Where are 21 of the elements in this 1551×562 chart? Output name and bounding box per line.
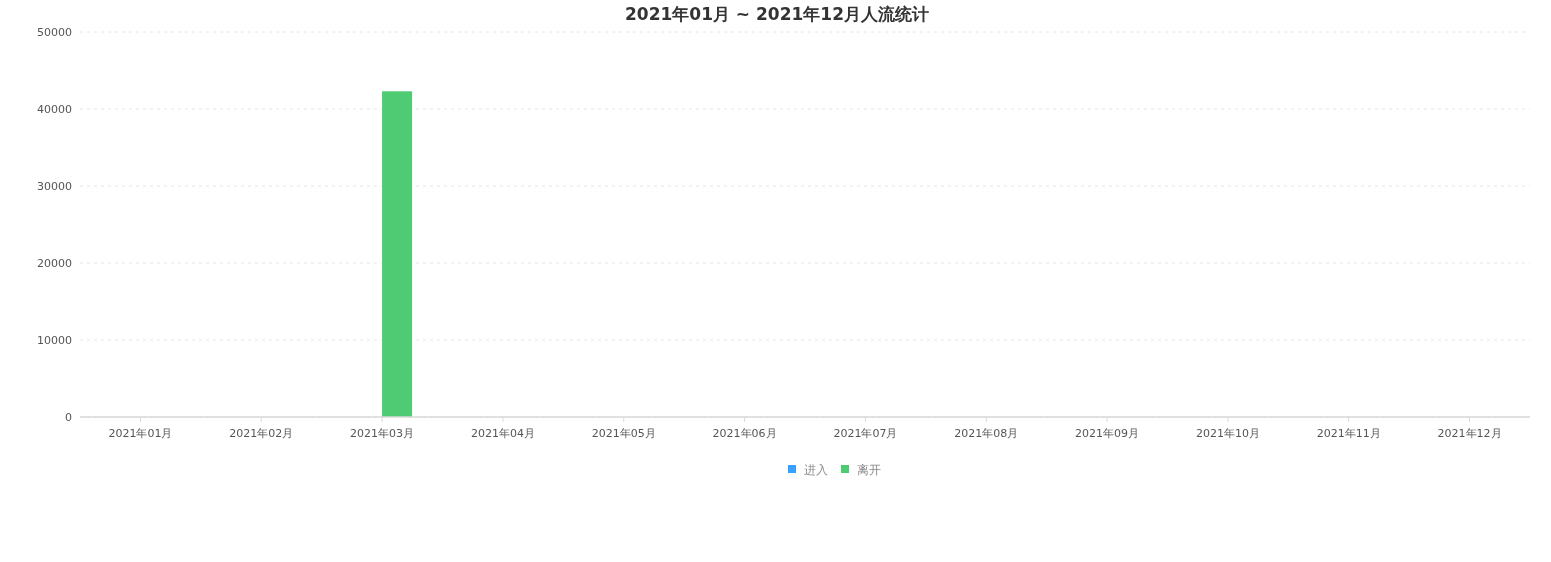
x-tick-label: 2021年12月 — [1437, 427, 1502, 440]
y-tick-label: 20000 — [37, 256, 72, 270]
legend-label: 离开 — [857, 463, 881, 478]
x-tick-label: 2021年06月 — [712, 427, 777, 440]
x-tick-label: 2021年01月 — [108, 427, 173, 440]
y-tick-label: 50000 — [37, 25, 72, 39]
x-tick-label: 2021年04月 — [470, 427, 535, 440]
x-tick-label: 2021年02月 — [229, 427, 294, 440]
x-tick-label: 2021年08月 — [954, 427, 1019, 440]
x-tick-label: 2021年07月 — [833, 427, 898, 440]
y-tick-label: 0 — [65, 410, 72, 424]
y-tick-label: 40000 — [37, 102, 72, 116]
x-tick-label: 2021年03月 — [350, 427, 415, 440]
x-tick-label: 2021年09月 — [1075, 427, 1140, 440]
legend-label: 进入 — [804, 463, 828, 478]
x-tick-label: 2021年05月 — [591, 427, 656, 440]
y-tick-label: 10000 — [37, 333, 72, 347]
chart-title: 2021年01月 ~ 2021年12月人流统计 — [624, 4, 930, 24]
y-tick-label: 30000 — [37, 179, 72, 193]
x-tick-label: 2021年10月 — [1195, 427, 1260, 440]
x-tick-label: 2021年11月 — [1316, 427, 1381, 440]
